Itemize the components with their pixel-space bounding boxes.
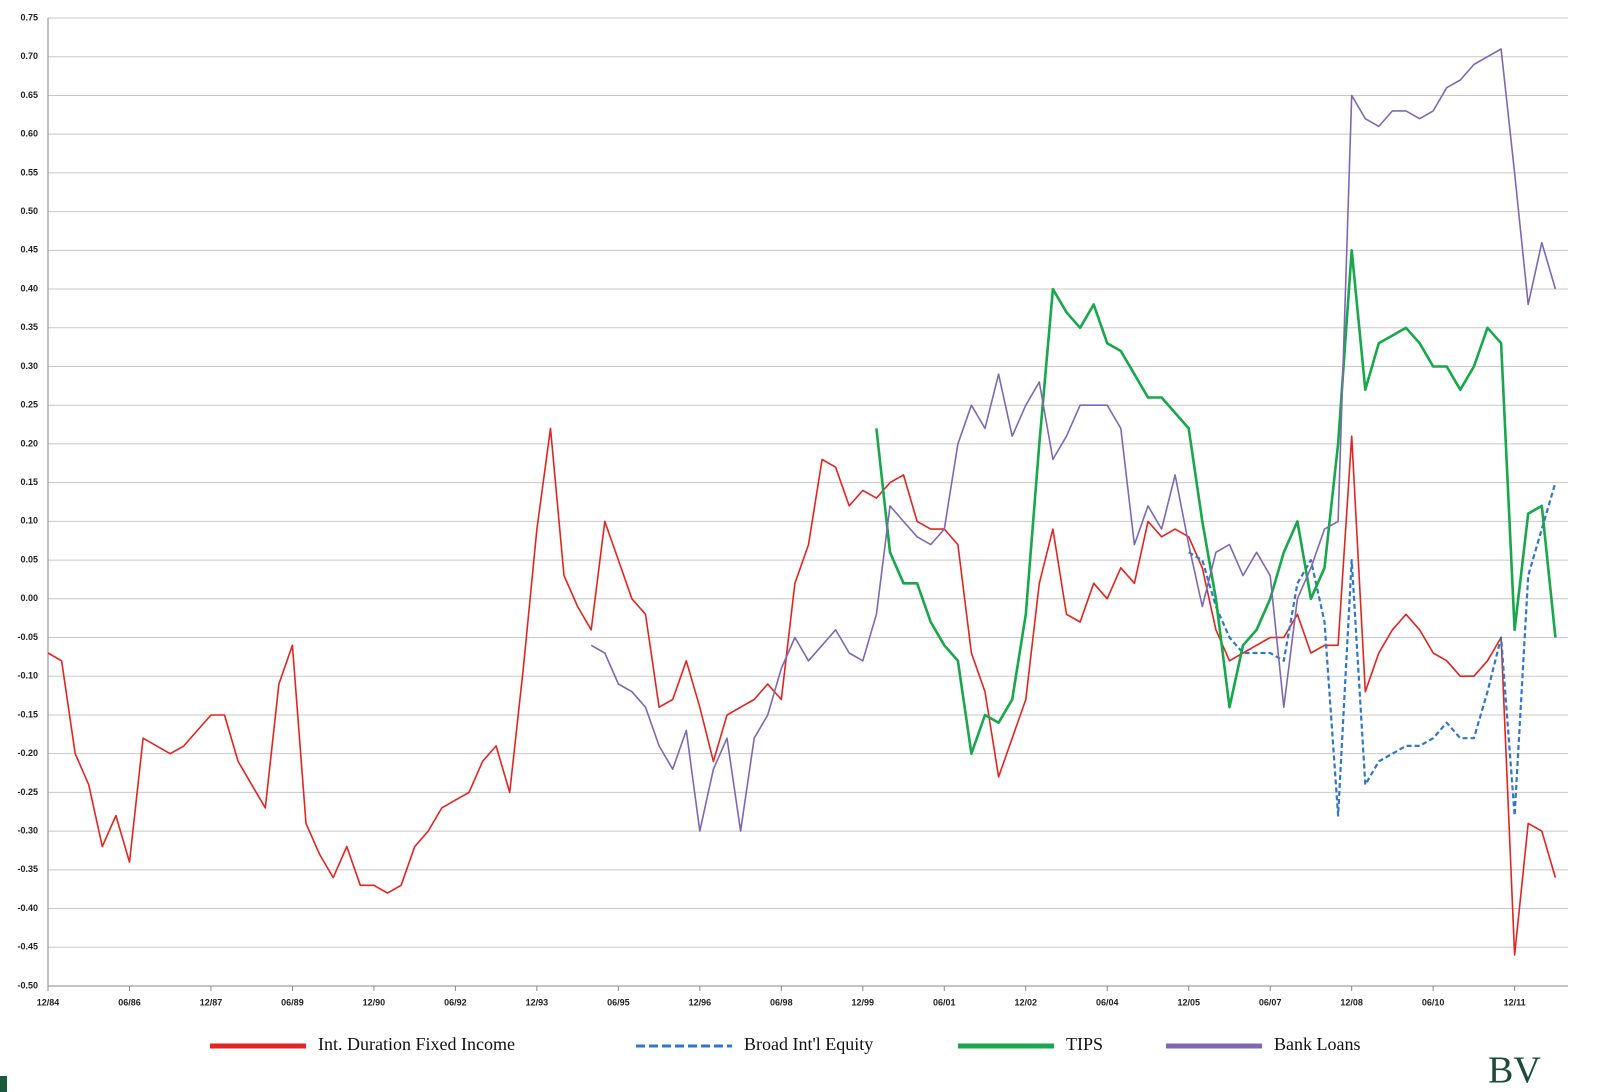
y-tick-label: 0.00 [20, 593, 38, 603]
y-tick-label: -0.45 [17, 942, 38, 952]
x-tick-label: 06/92 [444, 997, 467, 1007]
series-line [590, 48, 1557, 832]
y-tick-label: -0.50 [17, 980, 38, 990]
y-tick-label: -0.20 [17, 748, 38, 758]
logo-text: BV [1488, 1050, 1541, 1092]
x-tick-label: 06/01 [933, 997, 956, 1007]
legend-label: TIPS [1066, 1034, 1103, 1054]
x-tick-label: 12/90 [363, 997, 386, 1007]
y-tick-label: -0.15 [17, 709, 38, 719]
series-line [875, 249, 1557, 755]
legend-label: Bank Loans [1274, 1034, 1360, 1054]
x-tick-label: 06/04 [1096, 997, 1119, 1007]
y-tick-label: -0.10 [17, 671, 38, 681]
y-tick-label: -0.05 [17, 632, 38, 642]
y-tick-label: 0.65 [20, 90, 38, 100]
y-tick-label: 0.45 [20, 245, 38, 255]
y-tick-label: -0.25 [17, 787, 38, 797]
legend-label: Int. Duration Fixed Income [318, 1034, 515, 1054]
x-tick-label: 12/02 [1014, 997, 1037, 1007]
x-tick-label: 12/05 [1177, 997, 1200, 1007]
y-tick-label: 0.55 [20, 167, 38, 177]
y-tick-label: 0.10 [20, 516, 38, 526]
y-tick-label: 0.05 [20, 554, 38, 564]
x-tick-label: 06/98 [770, 997, 793, 1007]
y-tick-label: 0.60 [20, 129, 38, 139]
series-line [1188, 482, 1557, 817]
y-tick-label: 0.25 [20, 400, 38, 410]
x-tick-label: 12/87 [200, 997, 223, 1007]
x-tick-label: 12/99 [852, 997, 875, 1007]
series-line [47, 427, 1557, 956]
x-tick-label: 06/86 [118, 997, 141, 1007]
y-tick-label: -0.30 [17, 825, 38, 835]
logo-mark [0, 1076, 7, 1092]
y-tick-label: 0.35 [20, 322, 38, 332]
x-tick-label: 06/95 [607, 997, 630, 1007]
y-tick-label: 0.75 [20, 12, 38, 22]
y-tick-label: 0.40 [20, 283, 38, 293]
y-tick-label: 0.50 [20, 206, 38, 216]
y-tick-label: -0.35 [17, 864, 38, 874]
x-tick-label: 12/08 [1340, 997, 1363, 1007]
x-tick-label: 06/07 [1259, 997, 1282, 1007]
legend-label: Broad Int'l Equity [744, 1034, 873, 1054]
y-tick-label: -0.40 [17, 903, 38, 913]
y-tick-label: 0.20 [20, 438, 38, 448]
x-tick-label: 06/89 [281, 997, 304, 1007]
plot-area [47, 48, 1557, 956]
x-tick-label: 12/11 [1504, 997, 1526, 1007]
x-tick-label: 06/10 [1422, 997, 1445, 1007]
y-tick-label: 0.30 [20, 361, 38, 371]
x-tick-label: 12/96 [689, 997, 712, 1007]
y-tick-label: 0.70 [20, 51, 38, 61]
x-tick-label: 12/93 [526, 997, 549, 1007]
x-tick-label: 12/84 [37, 997, 60, 1007]
y-tick-label: 0.15 [20, 477, 38, 487]
